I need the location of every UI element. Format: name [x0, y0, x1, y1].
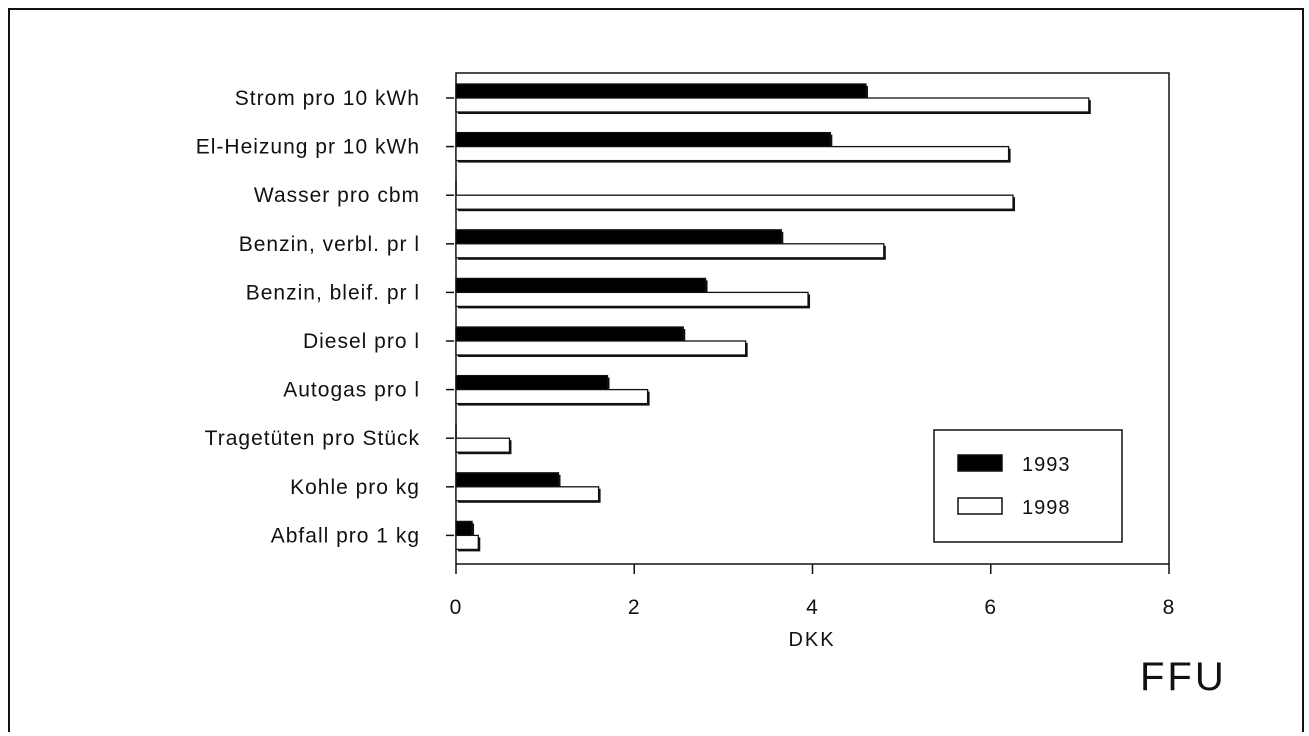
bar-1993 [455, 520, 473, 537]
x-tick-label: 2 [628, 596, 641, 619]
category-label: Kohle pro kg [290, 476, 420, 499]
legend: 1993 1998 [933, 429, 1123, 543]
bar-1998 [455, 291, 809, 308]
category-label: Benzin, verbl. pr l [239, 233, 420, 256]
bar-1993 [455, 83, 867, 99]
bar-1998 [455, 437, 511, 453]
bar-1998 [455, 486, 600, 502]
legend-swatch-1998 [957, 497, 1003, 515]
bar-1998 [455, 243, 885, 259]
legend-swatch-1993 [957, 454, 1003, 472]
bar-1993 [455, 326, 684, 342]
category-label: Abfall pro 1 kg [271, 524, 420, 547]
legend-label-1993: 1993 [1022, 454, 1071, 476]
bar-1998 [455, 97, 1090, 113]
bar-1998 [455, 340, 747, 356]
bar-1998 [455, 388, 649, 405]
chart-frame [8, 8, 1304, 732]
bar-1993 [455, 229, 782, 245]
bar-1993 [455, 277, 707, 294]
category-label: Wasser pro cbm [254, 184, 420, 207]
bar-1998 [455, 145, 1010, 162]
legend-box [933, 429, 1123, 543]
x-tick-label: 0 [450, 596, 463, 619]
category-label: El-Heizung pr 10 kWh [196, 136, 420, 159]
x-tick-label: 8 [1163, 596, 1176, 619]
category-label: Tragetüten pro Stück [205, 427, 420, 450]
legend-label-1998: 1998 [1022, 497, 1071, 519]
category-label: Autogas pro l [283, 379, 420, 402]
category-label: Diesel pro l [303, 330, 420, 353]
x-tick-label: 6 [984, 596, 997, 619]
bar-1998 [455, 534, 479, 551]
category-label: Strom pro 10 kWh [235, 87, 420, 110]
ffu-watermark: FFU [1140, 655, 1227, 699]
plot-area: Strom pro 10 kWh El-Heizung pr 10 kWh Wass… [196, 72, 1176, 619]
bar-1998 [455, 194, 1014, 210]
bar-1993 [455, 472, 560, 488]
bar-1993 [455, 374, 609, 391]
x-tick-label: 4 [806, 596, 819, 619]
category-label: Benzin, bleif. pr l [246, 281, 420, 304]
bar-1993 [455, 131, 831, 148]
x-axis-title: DKK [788, 629, 835, 651]
